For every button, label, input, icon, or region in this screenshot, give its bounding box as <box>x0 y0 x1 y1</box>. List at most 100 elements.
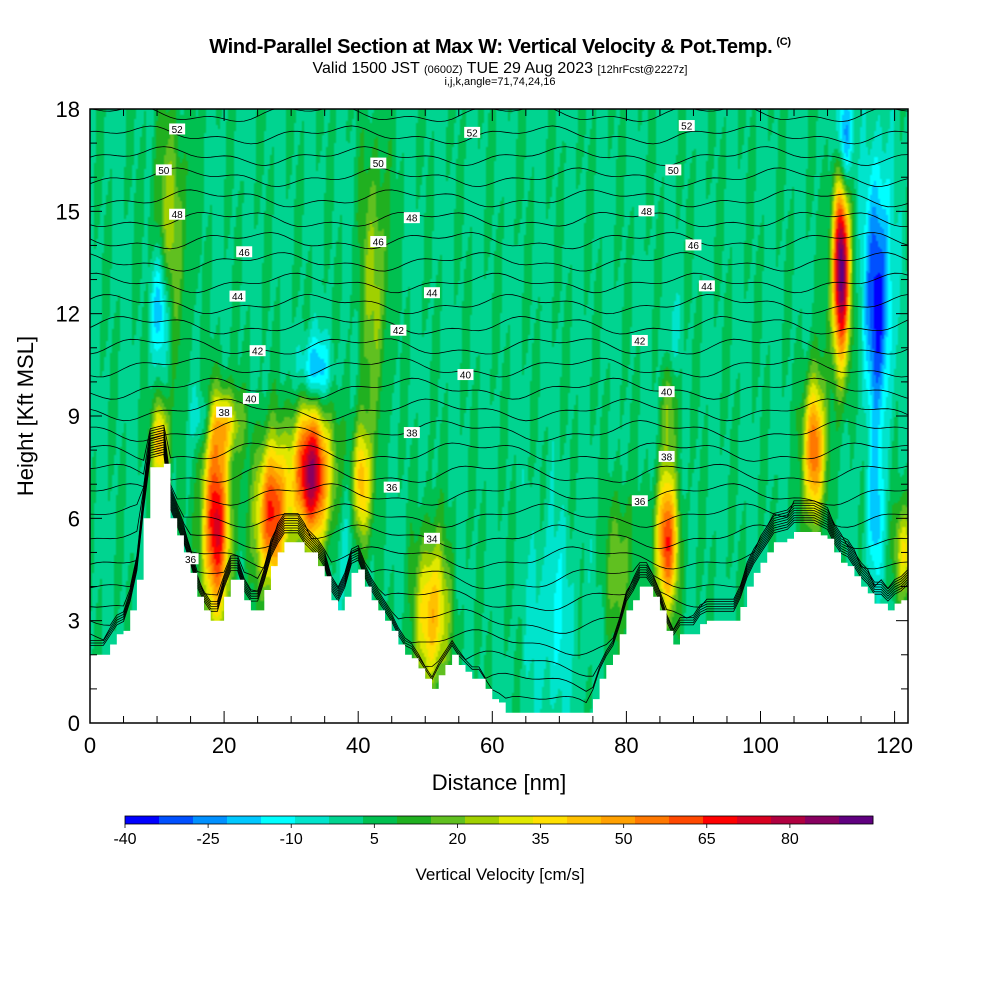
contour-label-text: 50 <box>373 159 385 170</box>
isentrope-line <box>90 125 908 145</box>
isentrope-line <box>90 432 908 528</box>
colorbar-tick-label: -25 <box>197 831 220 848</box>
colorbar-swatch <box>533 816 568 824</box>
contour-label: 50 <box>665 164 682 177</box>
isentrope-line <box>90 436 908 570</box>
x-tick-label: 80 <box>614 733 638 758</box>
isentrope-line <box>90 232 908 250</box>
colorbar-tick-label: 50 <box>615 831 633 848</box>
colorbar-swatch <box>227 816 262 824</box>
colorbar-swatch <box>601 816 636 824</box>
contour-label-text: 38 <box>661 452 673 463</box>
isentrope-line <box>90 167 908 188</box>
contour-label-text: 50 <box>158 166 170 177</box>
x-axis: 0 20 40 60 80 100 120 <box>84 109 913 758</box>
isentrope-line <box>90 429 908 506</box>
contour-label: 40 <box>658 386 675 399</box>
isentrope-line <box>90 272 908 294</box>
y-tick-label: 18 <box>56 97 80 122</box>
contour-label: 46 <box>685 239 702 252</box>
contour-label: 38 <box>216 406 233 419</box>
isentrope-line <box>90 420 908 442</box>
y-tick-label: 12 <box>56 302 80 327</box>
contour-label-text: 42 <box>634 336 646 347</box>
contour-label-text: 38 <box>219 408 231 419</box>
contour-label: 52 <box>464 126 481 139</box>
isentrope-line <box>90 338 908 355</box>
contour-label-text: 42 <box>393 326 405 337</box>
contour-label-text: 36 <box>386 483 398 494</box>
y-tick-label: 9 <box>68 404 80 429</box>
colorbar-swatch <box>397 816 432 824</box>
isentrope-line <box>90 146 908 167</box>
contour-label: 50 <box>155 164 172 177</box>
potential-temperature-contours <box>90 109 908 704</box>
contour-label: 42 <box>390 324 407 337</box>
colorbar-swatch <box>839 816 874 824</box>
contour-label-text: 44 <box>426 289 438 300</box>
colorbar-swatch <box>295 816 330 824</box>
colorbar-swatch <box>159 816 194 824</box>
x-tick-label: 100 <box>742 733 779 758</box>
colorbar-swatch <box>771 816 806 824</box>
isentrope-line <box>90 316 908 335</box>
isentrope-line <box>90 294 908 315</box>
contour-label: 36 <box>182 553 199 566</box>
colorbar-swatch <box>567 816 602 824</box>
colorbar: -40 -25 -10 5 20 35 50 65 80 <box>113 815 874 848</box>
colorbar-swatch <box>703 816 738 824</box>
colorbar-tick-label: 65 <box>698 831 716 848</box>
contour-label-text: 40 <box>245 394 257 405</box>
colorbar-swatch <box>805 816 840 824</box>
isentrope-line <box>90 377 908 400</box>
contour-labels: 52 52 52 50 50 50 48 48 48 46 46 46 44 44 44 42 42 42 40 40… <box>155 120 715 566</box>
y-axis-label: Height [Kft MSL] <box>13 336 38 496</box>
isentrope-line <box>90 357 908 378</box>
isentrope-line <box>90 439 908 590</box>
contour-label-text: 36 <box>634 497 646 508</box>
contour-label: 52 <box>678 120 695 133</box>
isentrope-line <box>90 424 908 462</box>
colorbar-tick-label: 35 <box>532 831 550 848</box>
colorbar-swatch <box>465 816 500 824</box>
contour-label: 48 <box>403 212 420 225</box>
plot-area: 52 52 52 50 50 50 48 48 48 46 46 46 44 44 44 42 42 42 40 40… <box>89 108 909 724</box>
isentrope-line <box>90 449 908 677</box>
contour-label-text: 42 <box>252 347 264 358</box>
y-tick-label: 3 <box>68 609 80 634</box>
x-tick-label: 120 <box>876 733 913 758</box>
x-tick-label: 20 <box>212 733 236 758</box>
contour-label-text: 48 <box>172 210 184 221</box>
colorbar-swatch <box>431 816 466 824</box>
colorbar-tick-label: -40 <box>113 831 136 848</box>
contour-label-text: 52 <box>681 122 693 133</box>
isentrope-line <box>90 398 908 422</box>
isentrope-line <box>90 434 908 550</box>
contour-label: 38 <box>403 427 420 440</box>
colorbar-swatch <box>329 816 364 824</box>
contour-label-text: 46 <box>688 241 700 252</box>
isentrope-line <box>90 211 908 228</box>
isentrope-line <box>90 252 908 272</box>
contour-label-text: 52 <box>172 125 184 136</box>
x-tick-label: 60 <box>480 733 504 758</box>
contour-label: 36 <box>631 495 648 508</box>
chart-title: Wind-Parallel Section at Max W: Vertical… <box>209 36 791 58</box>
contour-label: 52 <box>169 123 186 136</box>
colorbar-tick-label: -10 <box>280 831 303 848</box>
isentrope-line <box>90 444 908 634</box>
contour-label-text: 44 <box>232 292 244 303</box>
isentrope-line <box>90 451 908 692</box>
grid-info: i,j,k,angle=71,74,24,16 <box>444 76 556 88</box>
contour-label: 44 <box>423 287 440 300</box>
colorbar-swatch <box>125 816 160 824</box>
contour-label-text: 46 <box>373 238 385 249</box>
colorbar-tick-label: 5 <box>370 831 379 848</box>
contour-label: 48 <box>638 205 655 218</box>
contour-label-text: 52 <box>467 128 479 139</box>
y-tick-label: 6 <box>68 506 80 531</box>
isentrope-line <box>90 441 908 611</box>
chart-subtitle: Valid 1500 JST (0600Z) TUE 29 Aug 2023 [… <box>312 60 688 77</box>
